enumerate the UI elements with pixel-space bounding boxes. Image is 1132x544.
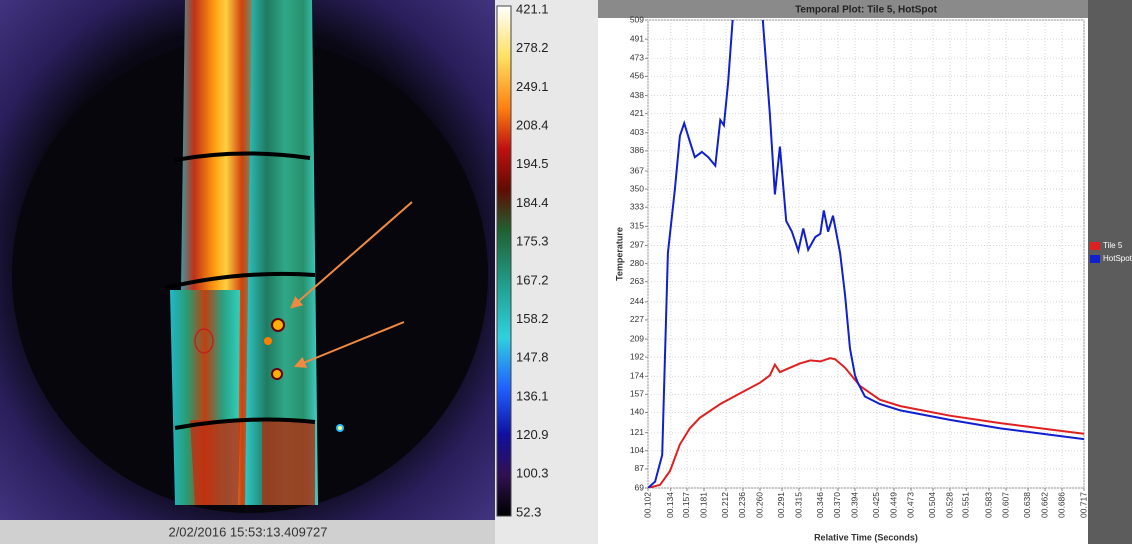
x-tick-label: 00.425 bbox=[871, 492, 881, 518]
x-tick-label: 00.449 bbox=[888, 492, 898, 518]
colorbar-label: 167.2 bbox=[516, 272, 549, 287]
y-tick-label: 491 bbox=[630, 33, 644, 43]
x-tick-label: 00.212 bbox=[720, 492, 730, 518]
legend-swatch bbox=[1090, 242, 1100, 250]
colorbar-label: 184.4 bbox=[516, 195, 549, 210]
y-tick-label: 263 bbox=[630, 276, 644, 286]
y-tick-label: 333 bbox=[630, 201, 644, 211]
chart-title: Temporal Plot: Tile 5, HotSpot bbox=[795, 5, 938, 16]
x-tick-label: 00.551 bbox=[961, 492, 971, 518]
x-tick-label: 00.157 bbox=[681, 492, 691, 518]
colorbar-label: 136.1 bbox=[516, 388, 549, 403]
colorbar-label: 120.9 bbox=[516, 427, 549, 442]
x-tick-label: 00.504 bbox=[927, 492, 937, 518]
x-tick-label: 00.315 bbox=[793, 492, 803, 518]
y-tick-label: 244 bbox=[630, 296, 644, 306]
y-tick-label: 315 bbox=[630, 221, 644, 231]
x-tick-label: 00.291 bbox=[776, 492, 786, 518]
colorbar-label: 52.3 bbox=[516, 504, 541, 519]
y-tick-label: 280 bbox=[630, 258, 644, 268]
colorbar-label: 278.2 bbox=[516, 40, 549, 55]
x-tick-label: 00.662 bbox=[1039, 492, 1049, 518]
y-tick-label: 192 bbox=[630, 351, 644, 361]
colorbar-panel bbox=[495, 0, 598, 544]
y-axis-title: Temperature bbox=[614, 227, 624, 281]
x-tick-label: 00.607 bbox=[1000, 492, 1010, 518]
y-tick-label: 209 bbox=[630, 333, 644, 343]
colorbar-label: 208.4 bbox=[516, 118, 549, 133]
colorbar-label: 100.3 bbox=[516, 466, 549, 481]
colorbar-label: 158.2 bbox=[516, 311, 549, 326]
colorbar-label: 147.8 bbox=[516, 350, 549, 365]
line bbox=[648, 20, 1084, 488]
y-tick-label: 297 bbox=[630, 240, 644, 250]
thermal-image bbox=[0, 0, 495, 520]
colorbar bbox=[496, 5, 512, 517]
y-tick-label: 87 bbox=[635, 463, 645, 473]
y-tick-label: 350 bbox=[630, 183, 644, 193]
y-tick-label: 386 bbox=[630, 145, 644, 155]
legend-label: Tile 5 bbox=[1103, 241, 1123, 250]
y-tick-label: 104 bbox=[630, 445, 644, 455]
timestamp: 2/02/2016 15:53:13.409727 bbox=[168, 524, 327, 539]
y-tick-label: 157 bbox=[630, 389, 644, 399]
x-tick-label: 00.370 bbox=[832, 492, 842, 518]
y-tick-label: 456 bbox=[630, 71, 644, 81]
x-tick-label: 00.638 bbox=[1022, 492, 1032, 518]
line bbox=[648, 357, 1084, 488]
x-axis-title: Relative Time (Seconds) bbox=[814, 532, 918, 542]
y-tick-label: 140 bbox=[630, 407, 644, 417]
y-tick-label: 174 bbox=[630, 371, 644, 381]
x-tick-label: 00.346 bbox=[815, 492, 825, 518]
colorbar-label: 175.3 bbox=[516, 234, 549, 249]
chart-title-bar bbox=[598, 0, 1088, 18]
status-bar bbox=[0, 520, 495, 544]
y-tick-label: 69 bbox=[635, 482, 645, 492]
colorbar-label: 194.5 bbox=[516, 156, 549, 171]
x-tick-label: 00.394 bbox=[849, 492, 859, 518]
legend-swatch bbox=[1090, 255, 1100, 263]
legend-label: HotSpot bbox=[1103, 254, 1132, 263]
y-tick-label: 121 bbox=[630, 427, 644, 437]
y-tick-label: 367 bbox=[630, 165, 644, 175]
y-tick-label: 509 bbox=[630, 14, 644, 24]
x-tick-label: 00.528 bbox=[944, 492, 954, 518]
y-tick-label: 403 bbox=[630, 127, 644, 137]
x-tick-label: 00.181 bbox=[698, 492, 708, 518]
x-tick-label: 00.260 bbox=[754, 492, 764, 518]
chart: 69 87 104 121 140 157 174 192 209 227 244 263 280 297… bbox=[630, 14, 1088, 518]
x-tick-label: 00.473 bbox=[905, 492, 915, 518]
x-tick-label: 00.717 bbox=[1078, 492, 1088, 518]
colorbar-label: 249.1 bbox=[516, 79, 549, 94]
y-tick-label: 227 bbox=[630, 314, 644, 324]
y-tick-label: 473 bbox=[630, 53, 644, 63]
x-tick-label: 00.134 bbox=[665, 492, 675, 518]
colorbar-label: 421.1 bbox=[516, 1, 549, 16]
y-tick-label: 438 bbox=[630, 90, 644, 100]
colorbar-labels: 421.1 278.2 249.1 208.4 194.5 184.4 175.3 167.2… bbox=[516, 1, 549, 519]
x-tick-label: 00.686 bbox=[1056, 492, 1066, 518]
x-tick-label: 00.236 bbox=[737, 492, 747, 518]
x-tick-label: 00.102 bbox=[642, 492, 652, 518]
y-tick-label: 421 bbox=[630, 108, 644, 118]
x-tick-label: 00.583 bbox=[983, 492, 993, 518]
